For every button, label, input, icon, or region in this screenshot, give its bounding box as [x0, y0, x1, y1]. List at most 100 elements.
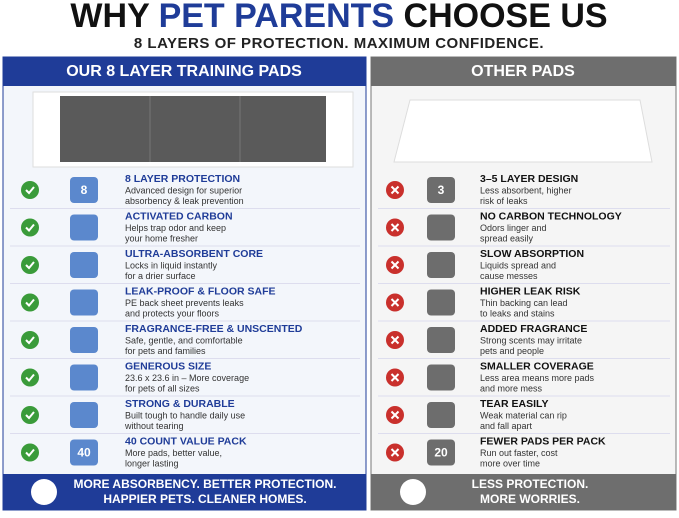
mark-glyph [25, 448, 35, 457]
mark-glyph [25, 298, 35, 307]
left-footer: MORE ABSORBENCY. BETTER PROTECTION. [74, 477, 337, 491]
mark-glyph [390, 410, 400, 420]
row-desc: PE back sheet prevents leaks [125, 298, 244, 308]
row-desc: for a drier surface [125, 271, 196, 281]
feature-icon [70, 214, 98, 241]
feature-icon [427, 177, 455, 203]
mark-glyph [25, 223, 35, 232]
row-title: FRAGRANCE-FREE & UNSCENTED [125, 323, 303, 335]
row-title: FEWER PADS PER PACK [480, 435, 606, 447]
feature-icon [427, 364, 455, 391]
feature-icon [70, 402, 98, 428]
row-desc: for pets and families [125, 346, 206, 356]
left-heading-bar [3, 57, 366, 86]
check-icon [21, 443, 39, 462]
row-title: HIGHER LEAK RISK [480, 285, 581, 297]
row-desc: and fall apart [480, 421, 533, 431]
icon-label: 8 [81, 183, 88, 197]
row-desc: for pets of all sizes [125, 383, 200, 393]
mark-glyph [25, 186, 35, 195]
row-title: ACTIVATED CARBON [125, 210, 233, 222]
feature-icon [427, 402, 455, 428]
row-desc: Strong scents may irritate [480, 335, 582, 345]
row-desc: 23.6 x 23.6 in – More coverage [125, 373, 249, 383]
check-icon [21, 406, 39, 424]
row-title: NO CARBON TECHNOLOGY [480, 210, 622, 222]
right-heading-bar [371, 57, 676, 86]
row-desc: Less absorbent, higher [480, 185, 572, 195]
check-icon [21, 181, 39, 199]
mark-glyph [390, 185, 400, 195]
left-heading: OUR 8 LAYER TRAINING PADS [66, 63, 302, 80]
mark-glyph [390, 448, 400, 457]
feature-icon [70, 439, 98, 466]
row-title: SMALLER COVERAGE [480, 360, 594, 372]
row-desc: without tearing [124, 421, 184, 431]
mark-glyph [390, 373, 400, 382]
icon-label: 3 [438, 183, 445, 197]
row-desc: Run out faster, cost [480, 448, 558, 458]
row-desc: and protects your floors [125, 308, 220, 318]
row-desc: More pads, better value, [125, 448, 222, 458]
icon-label: 20 [434, 446, 448, 460]
title-highlight: PET PARENTS [159, 0, 395, 35]
left-footer-bar [3, 474, 366, 510]
feature-icon [427, 214, 455, 241]
row-desc: longer lasting [125, 458, 179, 468]
row-title: GENEROUS SIZE [125, 360, 211, 372]
row-desc: Weak material can rip [480, 410, 567, 420]
row-title: LEAK-PROOF & FLOOR SAFE [125, 285, 276, 297]
paw-icon [31, 479, 57, 505]
feature-icon [70, 252, 98, 278]
mark-glyph [390, 223, 400, 232]
feature-icon [70, 327, 98, 353]
row-desc: Safe, gentle, and comfortable [125, 335, 243, 345]
feature-icon [427, 289, 455, 316]
row-desc: cause messes [480, 271, 538, 281]
row-desc: and more mess [480, 383, 543, 393]
mark-glyph [25, 373, 35, 382]
row-desc: more over time [480, 458, 540, 468]
check-icon [21, 256, 39, 274]
row-desc: your home fresher [125, 233, 198, 243]
right-footer: LESS PROTECTION. [472, 477, 589, 491]
mark-glyph [390, 260, 400, 270]
left-pad-image [32, 91, 354, 168]
row-desc: to leaks and stains [480, 308, 555, 318]
row-title: STRONG & DURABLE [125, 398, 235, 410]
feature-icon [70, 177, 98, 203]
mark-glyph [390, 335, 400, 345]
title-part: CHOOSE US [394, 0, 607, 35]
mark-glyph [390, 298, 400, 307]
row-desc: Thin backing can lead [480, 298, 568, 308]
row-desc: spread easily [480, 233, 534, 243]
row-title: SLOW ABSORPTION [480, 248, 584, 260]
row-title: 8 LAYER PROTECTION [125, 173, 240, 185]
paw-icon [400, 479, 426, 505]
right-pad-image [393, 99, 653, 163]
row-desc: Locks in liquid instantly [125, 260, 218, 270]
row-desc: Less area means more pads [480, 373, 595, 383]
subtitle: 8 LAYERS OF PROTECTION. MAXIMUM CONFIDEN… [134, 35, 544, 52]
title-part: WHY [70, 0, 158, 35]
row-desc: pets and people [480, 346, 544, 356]
row-desc: Helps trap odor and keep [125, 223, 226, 233]
title: WHY PET PARENTS CHOOSE US [70, 0, 607, 35]
row-desc: Odors linger and [480, 223, 547, 233]
check-icon [21, 218, 39, 237]
check-icon [21, 293, 39, 312]
feature-icon [70, 289, 98, 316]
row-desc: absorbency & leak prevention [125, 196, 244, 206]
mark-glyph [25, 411, 35, 420]
row-title: TEAR EASILY [480, 398, 548, 410]
feature-icon [427, 439, 455, 466]
row-title: ADDED FRAGRANCE [480, 323, 587, 335]
feature-icon [427, 252, 455, 278]
right-footer: MORE WORRIES. [480, 492, 580, 506]
icon-label: 40 [77, 446, 91, 460]
row-desc: risk of leaks [480, 196, 528, 206]
check-icon [21, 368, 39, 387]
row-desc: Built tough to handle daily use [125, 410, 245, 420]
mark-glyph [25, 261, 35, 270]
